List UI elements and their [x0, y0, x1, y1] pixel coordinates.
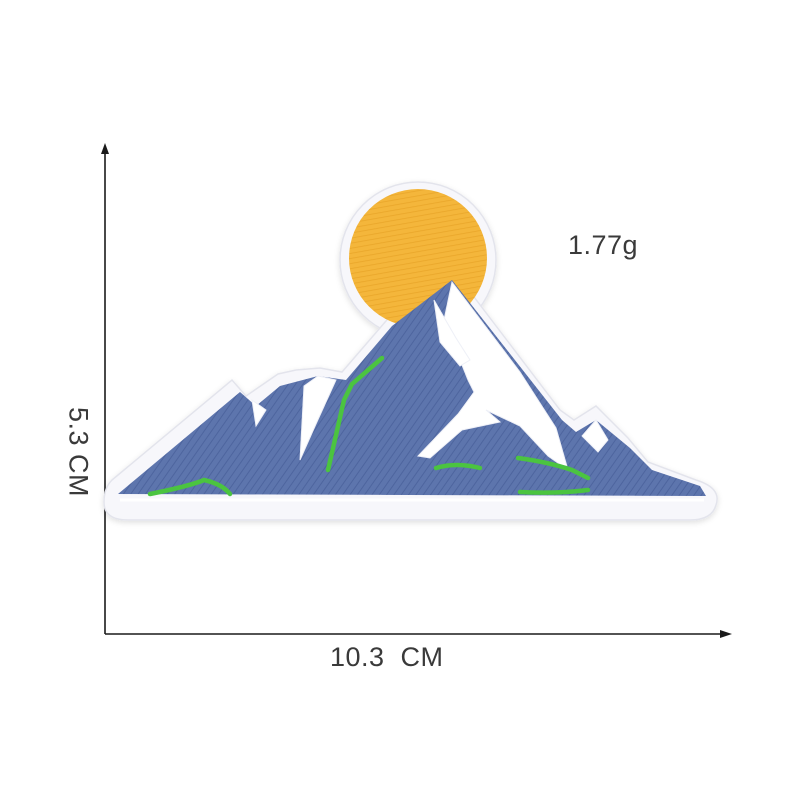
snow-caps	[251, 280, 609, 472]
height-measurement-label: 5.3 CM	[63, 406, 94, 498]
measurement-axes	[101, 143, 732, 638]
arrow-right-icon	[720, 630, 732, 638]
embroidered-patch	[103, 181, 718, 521]
grass-stitches	[147, 355, 591, 497]
arrow-up-icon	[101, 143, 109, 154]
mountain-icon	[118, 280, 706, 496]
weight-label: 1.77g	[568, 230, 639, 260]
width-measurement-label: 10.3 CM	[330, 642, 444, 672]
